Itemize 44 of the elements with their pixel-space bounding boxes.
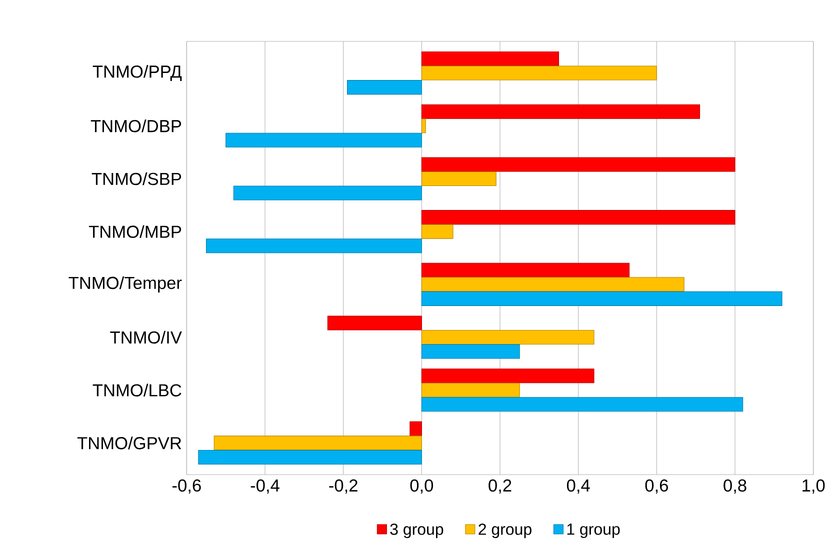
bar <box>421 52 560 66</box>
y-tick-label: TNMO/РРД <box>92 65 182 82</box>
legend-label: 1 group <box>567 524 620 538</box>
bar <box>214 436 422 450</box>
bar <box>346 80 422 95</box>
x-tick-label: -0,2 <box>329 479 358 494</box>
legend-label: 3 group <box>390 524 444 538</box>
bar <box>233 186 422 200</box>
y-tick-label: TNMO/IV <box>110 330 182 344</box>
bar <box>410 421 422 436</box>
bar <box>421 330 594 345</box>
bar <box>421 66 657 80</box>
x-tick-label: 0,4 <box>566 479 590 494</box>
bar <box>421 157 736 172</box>
x-tick-label: 1,0 <box>802 479 825 494</box>
legend-label: 2 group <box>478 524 532 538</box>
y-tick-label: TNMO/DBP <box>90 120 182 132</box>
bar <box>421 368 594 384</box>
bar <box>421 171 496 186</box>
bar <box>421 291 782 306</box>
x-tick-label: 0,8 <box>724 479 746 494</box>
bar <box>421 262 630 278</box>
x-tick-label: -0,6 <box>172 479 201 494</box>
bar <box>421 224 454 239</box>
bar <box>421 118 426 134</box>
bar <box>421 277 684 292</box>
bar <box>206 238 422 254</box>
x-tick-label: -0,4 <box>250 479 280 494</box>
bar <box>421 344 520 359</box>
bar <box>421 382 520 398</box>
y-tick-label: TNMO/GPVR <box>77 436 182 450</box>
y-tick-label: TNMO/LBC <box>92 384 182 396</box>
y-tick-label: TNMO/MBP <box>88 225 182 238</box>
y-tick-label: TNMO/SBP <box>92 172 182 186</box>
bar <box>198 450 422 464</box>
bar <box>421 104 700 119</box>
x-tick-label: 0,6 <box>645 479 668 494</box>
bar <box>327 316 422 330</box>
bar <box>226 132 422 148</box>
x-tick-label: 0,0 <box>410 479 434 494</box>
y-tick-label: TNMO/Temper <box>68 276 182 292</box>
bar <box>421 210 736 225</box>
bar <box>421 397 744 412</box>
x-tick-label: 0,2 <box>488 479 512 494</box>
